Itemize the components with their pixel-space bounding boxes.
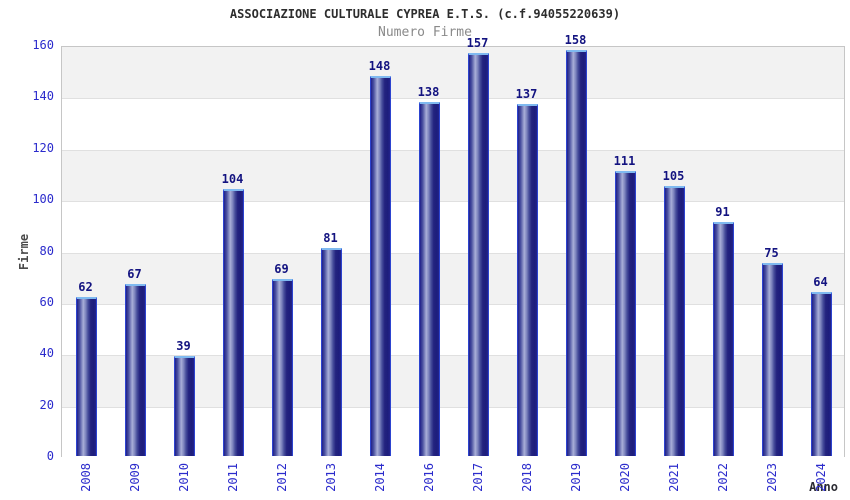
plot-area (61, 46, 845, 458)
y-tick-label: 40 (39, 346, 54, 361)
y-tick-label: 80 (39, 243, 54, 258)
y-tick-label: 0 (46, 449, 54, 463)
bar-value-label: 148 (368, 59, 391, 73)
grid-band (62, 47, 844, 99)
y-tick-label: 140 (32, 89, 54, 104)
y-tick-label: 160 (32, 38, 54, 52)
bar-value-label: 75 (764, 246, 779, 260)
bar (125, 284, 146, 456)
bar-value-label: 81 (323, 231, 338, 245)
bar-value-label: 104 (221, 172, 244, 186)
bar (419, 102, 440, 456)
grid-band (62, 149, 844, 202)
chart-title: ASSOCIAZIONE CULTURALE CYPREA E.T.S. (c.… (229, 7, 621, 21)
bar-value-label: 157 (466, 36, 489, 50)
y-tick-label: 100 (32, 192, 54, 207)
x-tick-label: 2008 (78, 463, 93, 492)
bar (664, 186, 685, 456)
chart-subtitle: Numero Firme (378, 25, 472, 40)
bar-value-label: 138 (417, 85, 440, 99)
x-tick-label: 2013 (323, 463, 338, 492)
x-tick-label: 2023 (764, 463, 779, 492)
gridline (62, 98, 844, 100)
bar-value-label: 62 (78, 280, 93, 294)
x-tick-label: 2022 (715, 463, 730, 492)
gridline (62, 252, 844, 254)
x-tick-label: 2011 (225, 463, 240, 492)
bar (468, 53, 489, 456)
bar (615, 171, 636, 456)
bar (517, 104, 538, 456)
bar-value-label: 105 (662, 169, 685, 183)
x-tick-label: 2020 (617, 463, 632, 492)
bar (762, 263, 783, 456)
bar (223, 189, 244, 456)
x-tick-label: 2016 (421, 463, 436, 492)
bar (76, 297, 97, 456)
x-tick-label: 2009 (127, 463, 142, 492)
gridline (62, 149, 844, 151)
bar-value-label: 111 (613, 154, 636, 168)
x-tick-label: 2014 (372, 463, 387, 492)
bar-value-label: 137 (515, 87, 538, 101)
bar (566, 50, 587, 456)
gridline (62, 303, 844, 305)
bar-value-label: 67 (127, 267, 142, 281)
bar (713, 222, 734, 456)
x-tick-label: 2021 (666, 463, 681, 492)
bar (811, 292, 832, 456)
x-tick-label: 2024 (813, 463, 828, 492)
gridline (62, 201, 844, 203)
bar-value-label: 39 (176, 339, 191, 353)
x-tick-label: 2012 (274, 463, 289, 492)
bar-value-label: 64 (813, 275, 828, 289)
gridline (62, 406, 844, 408)
x-axis-title: Anno (809, 480, 838, 494)
bar (272, 279, 293, 456)
x-tick-label: 2017 (470, 463, 485, 492)
bar (321, 248, 342, 456)
y-tick-label: 120 (32, 140, 54, 155)
bar (370, 76, 391, 456)
gridline (62, 355, 844, 357)
grid-band (62, 98, 844, 150)
bar-value-label: 69 (274, 262, 289, 276)
x-tick-label: 2019 (568, 463, 583, 492)
x-tick-label: 2018 (519, 463, 534, 492)
y-tick-label: 60 (39, 294, 54, 309)
y-tick-label: 20 (39, 397, 54, 412)
bar-value-label: 91 (715, 205, 730, 219)
bar-value-label: 158 (564, 33, 587, 47)
x-tick-label: 2010 (176, 463, 191, 492)
bar (174, 356, 195, 456)
